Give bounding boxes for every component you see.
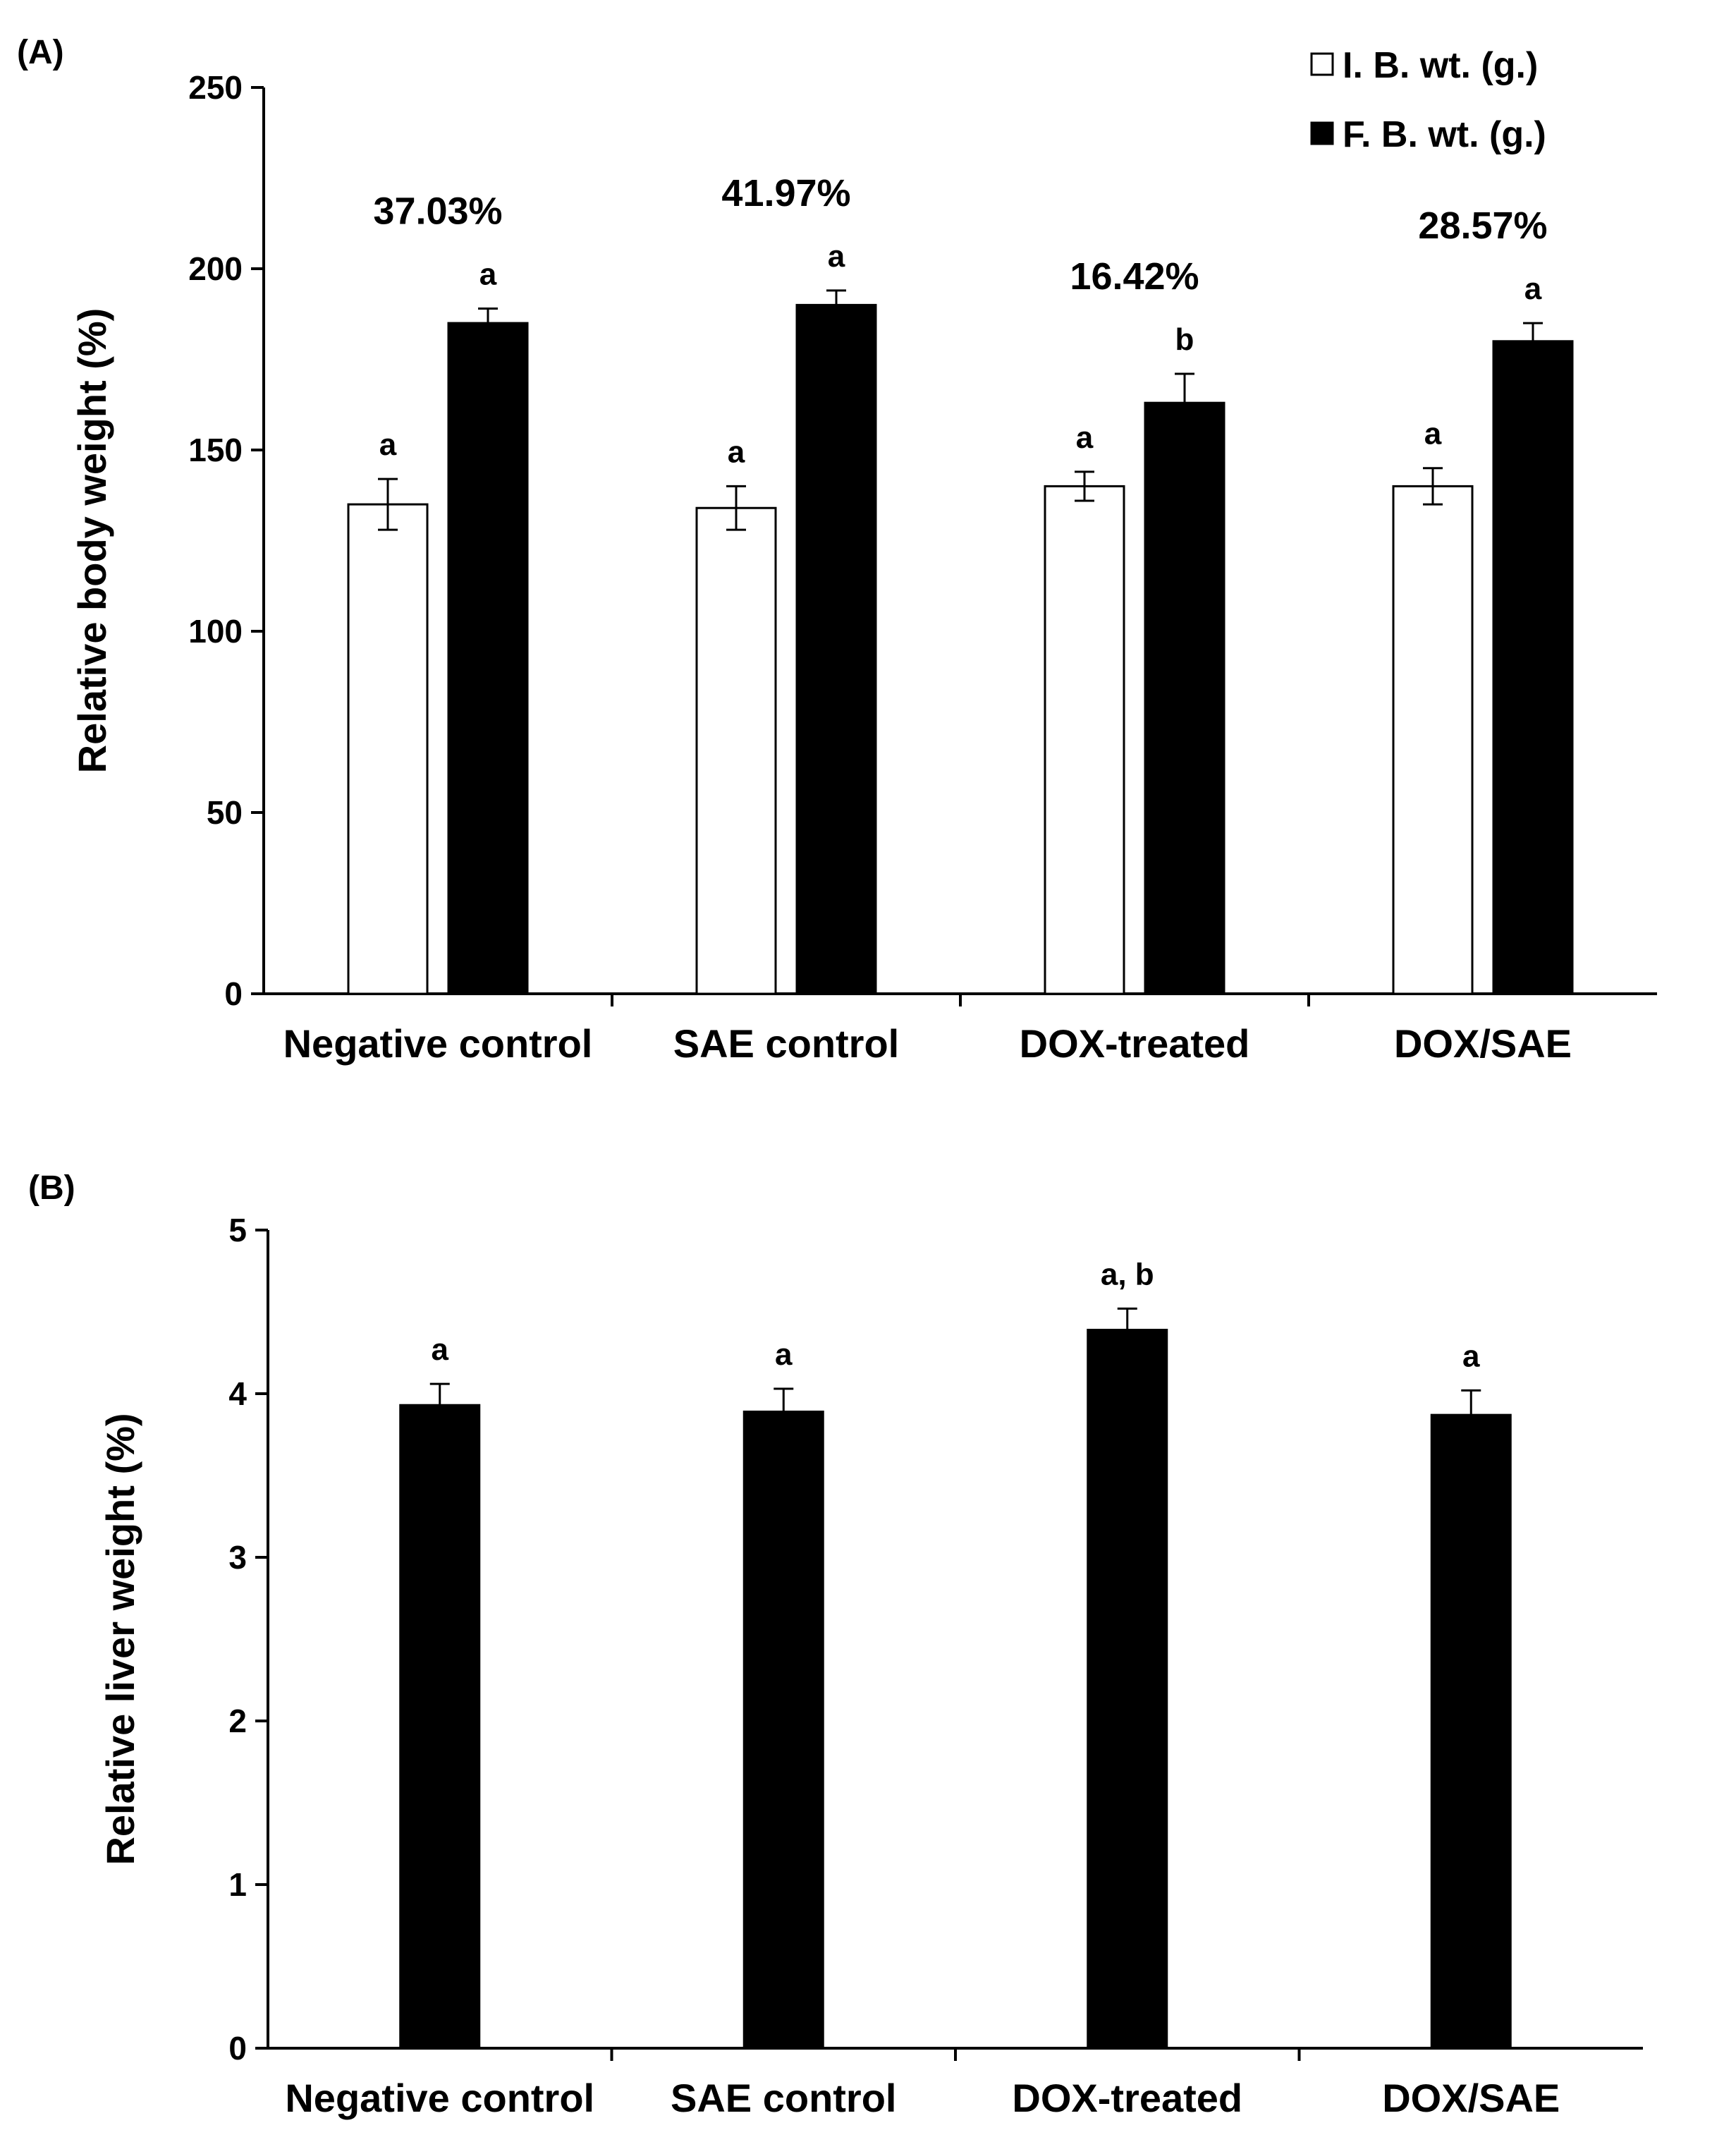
x-category-label: Negative control xyxy=(283,1021,593,1066)
y-tick-label: 5 xyxy=(228,1212,247,1248)
y-tick-label: 50 xyxy=(207,794,243,831)
y-axis-title: Relative body weight (%) xyxy=(70,308,114,774)
significance-label: a xyxy=(1424,417,1442,451)
percent-change-label: 41.97% xyxy=(721,172,850,214)
significance-label: a xyxy=(728,434,745,469)
y-tick-label: 1 xyxy=(228,1866,247,1903)
x-category-label: DOX/SAE xyxy=(1382,2076,1560,2120)
liver-weight-chart-svg: (B) 0 1 2 3 4 5 Relative liver weight (%) Negati… xyxy=(28,1169,1643,2120)
x-category-label: Negative control xyxy=(285,2076,594,2120)
panel-label: (B) xyxy=(28,1169,75,1207)
significance-label: a xyxy=(775,1337,793,1372)
significance-label: a, b xyxy=(1101,1257,1154,1291)
y-tick-label: 150 xyxy=(188,432,243,468)
y-tick-label: 0 xyxy=(228,2030,247,2067)
bar xyxy=(742,1411,824,2050)
bar xyxy=(347,503,429,995)
bar xyxy=(399,1404,481,2050)
significance-label: a xyxy=(1524,272,1542,306)
significance-label: a xyxy=(379,427,397,462)
legend-swatch xyxy=(1310,121,1334,145)
bar xyxy=(695,506,777,995)
significance-label: a xyxy=(828,239,845,274)
x-category-label: DOX/SAE xyxy=(1394,1021,1572,1066)
significance-label: a xyxy=(1076,420,1094,455)
legend-label: F. B. wt. (g.) xyxy=(1343,114,1546,155)
y-tick-label: 4 xyxy=(228,1375,247,1412)
y-tick-label: 100 xyxy=(188,613,243,650)
x-category-label: DOX-treated xyxy=(1012,2076,1242,2120)
bar xyxy=(1044,485,1125,995)
bar xyxy=(795,303,877,995)
x-category-label: DOX-treated xyxy=(1020,1021,1250,1066)
bar xyxy=(1430,1413,1512,2050)
panel-label: (A) xyxy=(17,34,64,71)
y-tick-label: 2 xyxy=(228,1703,247,1739)
bar xyxy=(1492,340,1574,995)
significance-label: a xyxy=(479,257,497,292)
panel-b-liver-weight-chart: (B) 0 1 2 3 4 5 Relative liver weight (%) Negati… xyxy=(0,1143,1736,2150)
bar xyxy=(1144,401,1225,995)
percent-change-label: 16.42% xyxy=(1070,255,1199,298)
body-weight-chart-svg: (A) 0 50 100 150 200 250 Relative body weight (… xyxy=(17,34,1657,1066)
percent-change-label: 28.57% xyxy=(1418,205,1547,247)
y-tick-label: 250 xyxy=(188,69,243,106)
bar xyxy=(1087,1329,1168,2050)
x-category-label: SAE control xyxy=(671,2076,896,2120)
y-tick-label: 0 xyxy=(224,975,243,1012)
significance-label: a xyxy=(1462,1339,1480,1373)
bar xyxy=(447,322,529,995)
legend-swatch xyxy=(1310,52,1334,76)
y-tick-label: 200 xyxy=(188,250,243,287)
percent-change-label: 37.03% xyxy=(373,190,502,233)
y-axis-title: Relative liver weight (%) xyxy=(98,1413,142,1865)
significance-label: a xyxy=(432,1332,449,1367)
x-category-label: SAE control xyxy=(673,1021,899,1066)
panel-a-body-weight-chart: (A) 0 50 100 150 200 250 Relative body weight (… xyxy=(17,34,1657,1066)
significance-label: b xyxy=(1175,322,1194,357)
y-tick-label: 3 xyxy=(228,1539,247,1576)
legend-label: I. B. wt. (g.) xyxy=(1343,45,1538,86)
bar xyxy=(1392,485,1474,995)
